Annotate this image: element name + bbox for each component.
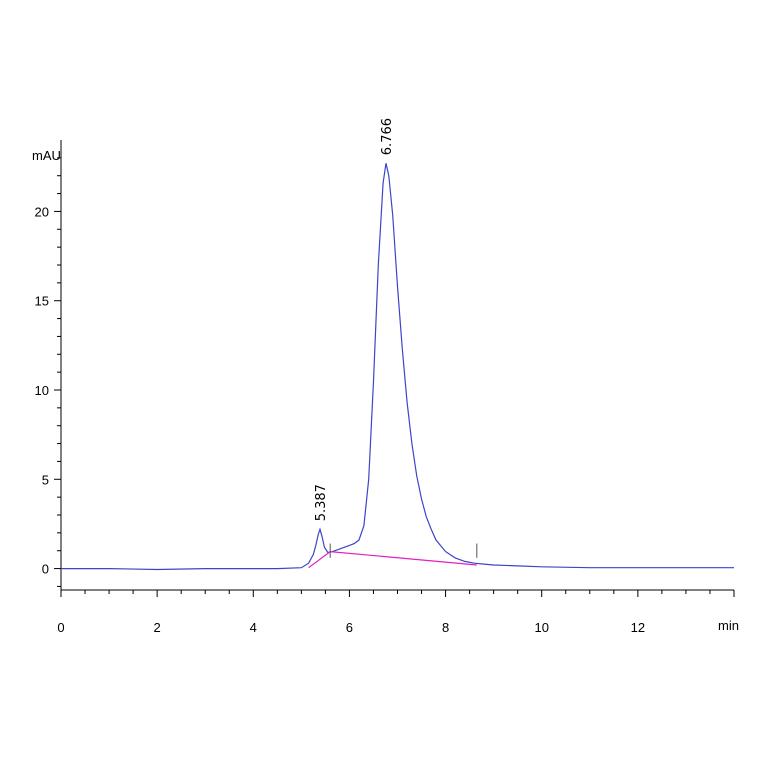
x-tick-label: 8 — [442, 620, 449, 635]
x-tick-label: 2 — [154, 620, 161, 635]
x-tick-label: 10 — [534, 620, 548, 635]
x-axis-label: min — [718, 618, 739, 633]
x-tick-label: 12 — [631, 620, 645, 635]
y-tick-label: 20 — [35, 204, 49, 219]
y-tick-label: 15 — [35, 294, 49, 309]
y-tick-label: 5 — [42, 472, 49, 487]
signal-trace — [61, 163, 734, 571]
x-tick-label: 6 — [346, 620, 353, 635]
y-axis-label: mAU — [32, 148, 61, 163]
peak-retention-label: 5.387 — [314, 484, 329, 521]
y-tick-label: 10 — [35, 383, 49, 398]
y-tick-label: 0 — [42, 562, 49, 577]
peak-retention-label: 6.766 — [380, 118, 395, 155]
x-tick-label: 4 — [250, 620, 257, 635]
x-tick-label: 0 — [57, 620, 64, 635]
baseline-trace — [308, 550, 477, 569]
